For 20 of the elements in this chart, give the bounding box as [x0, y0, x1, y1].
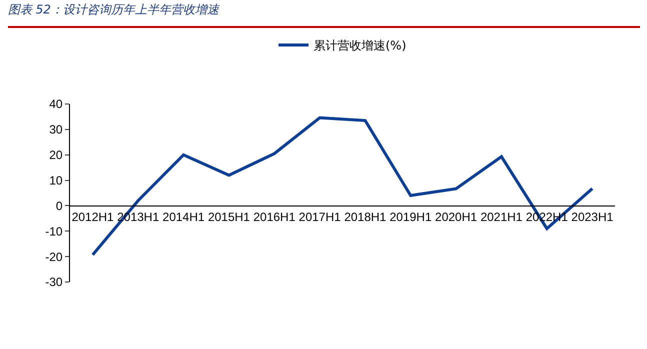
y-tick-label: -30 [45, 275, 63, 290]
x-tick-label: 2016H1 [253, 210, 296, 224]
y-tick-label: 40 [49, 97, 63, 112]
x-tick-label: 2020H1 [435, 210, 478, 224]
x-tick-label: 2015H1 [208, 210, 250, 224]
x-tick-label: 2019H1 [390, 210, 432, 224]
x-tick-label: 2017H1 [298, 210, 342, 224]
y-tick-label: 30 [49, 122, 63, 137]
x-tick-label: 2014H1 [162, 210, 205, 224]
x-tick-label: 2012H1 [72, 210, 114, 224]
y-tick-label: 10 [49, 173, 63, 188]
y-tick-label: 0 [56, 198, 63, 213]
y-tick-label: -20 [45, 250, 63, 264]
x-tick-label: 2023H1 [571, 210, 614, 224]
y-tick-label: 20 [49, 148, 63, 162]
x-tick-label: 2018H1 [344, 210, 387, 224]
y-tick-label: -10 [45, 224, 63, 238]
x-tick-label: 2021H1 [480, 210, 523, 224]
chart-title: 图表 52：设计咨询历年上半年营收增速 [8, 2, 220, 17]
legend-label: 累计营收增速(%) [314, 38, 406, 53]
